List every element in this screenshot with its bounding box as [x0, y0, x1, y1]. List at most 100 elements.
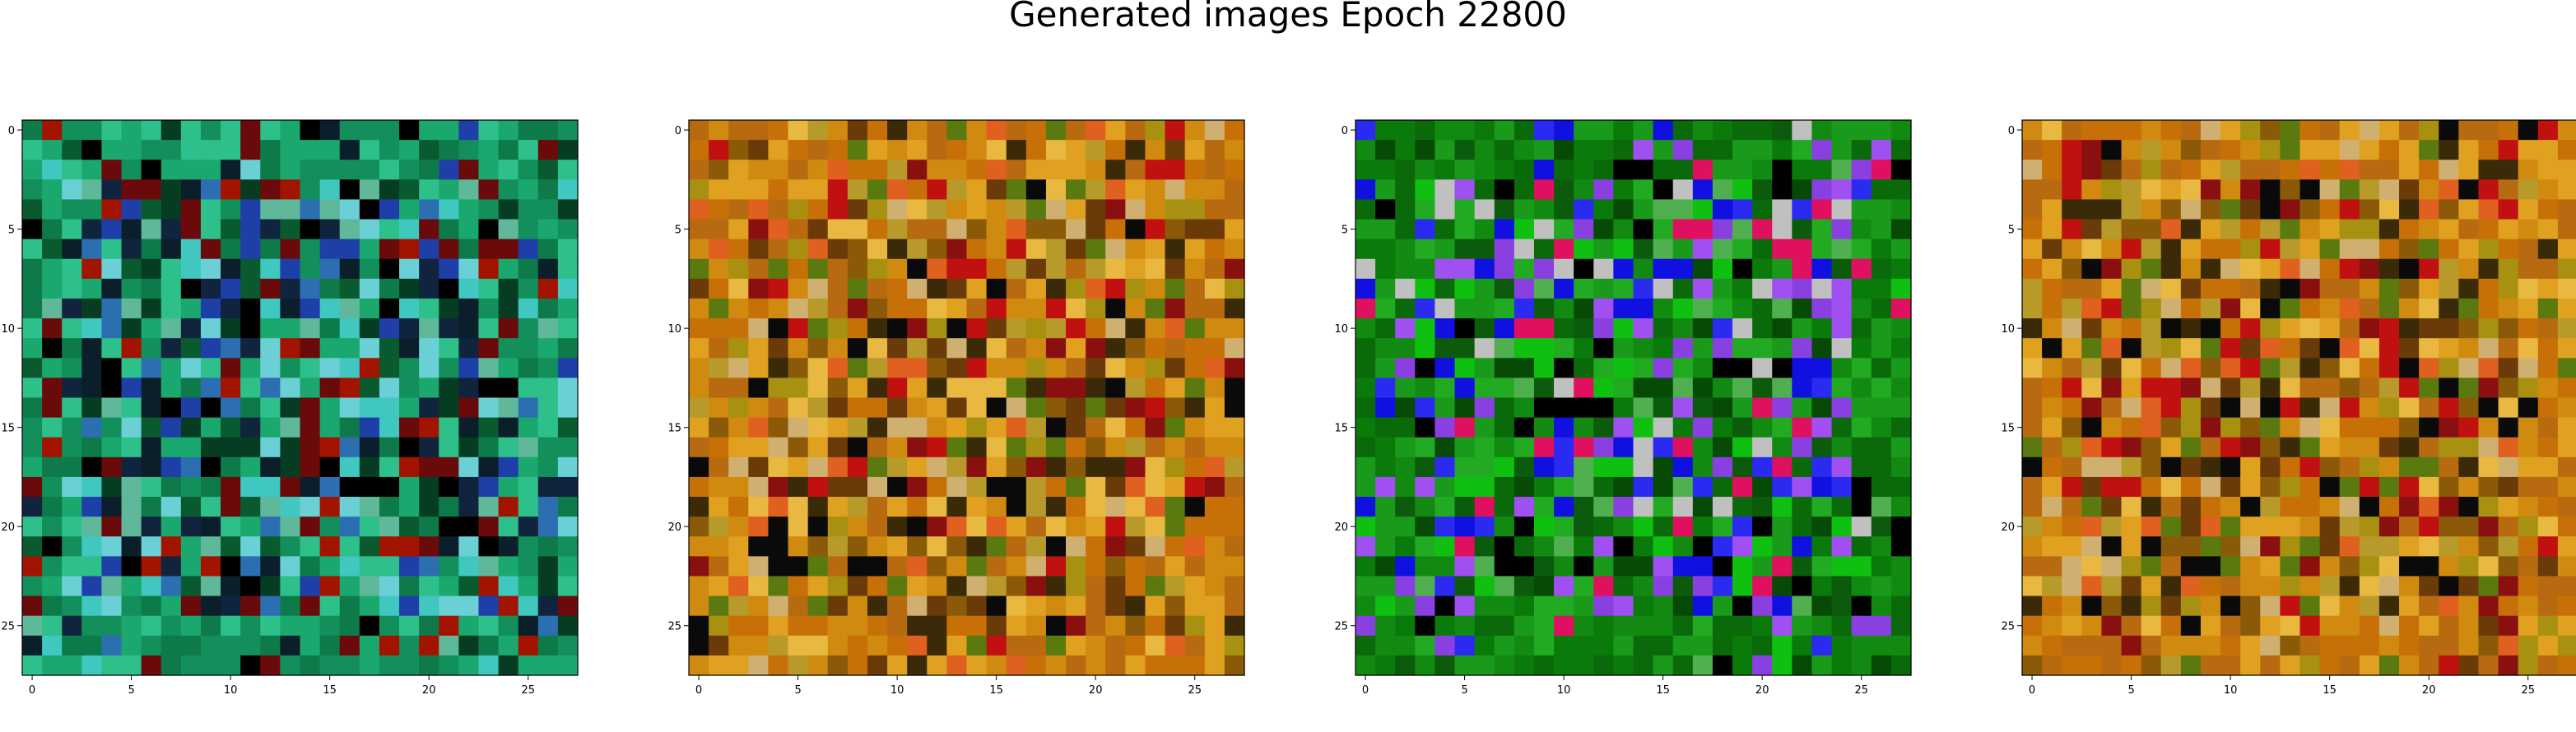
- pixel: [728, 239, 749, 260]
- pixel: [1086, 318, 1106, 339]
- pixel: [1494, 378, 1515, 399]
- pixel: [1105, 417, 1126, 438]
- pixel: [101, 517, 123, 537]
- pixel: [1712, 298, 1733, 319]
- pixel: [1613, 179, 1634, 201]
- pixel: [1045, 338, 1067, 359]
- pixel: [1454, 140, 1476, 160]
- pixel: [557, 497, 579, 517]
- pixel: [1415, 338, 1436, 359]
- pixel: [2141, 476, 2162, 498]
- pixel: [1494, 476, 1515, 498]
- pixel: [62, 179, 82, 201]
- pixel: [419, 437, 439, 458]
- pixel: [1831, 437, 1853, 458]
- pixel: [927, 219, 947, 240]
- pixel: [121, 160, 142, 180]
- pixel: [399, 655, 420, 676]
- pixel: [221, 219, 241, 240]
- pixel: [2240, 219, 2261, 240]
- pixel: [2299, 318, 2321, 339]
- pixel: [200, 278, 221, 299]
- x-tick-label: 20: [1755, 684, 1769, 697]
- pixel: [1045, 615, 1067, 637]
- pixel: [2101, 576, 2123, 597]
- pixel: [946, 615, 968, 637]
- pixel: [689, 437, 709, 458]
- pixel: [1633, 358, 1654, 378]
- pixel: [141, 120, 162, 141]
- pixel: [498, 517, 519, 537]
- pixel: [22, 497, 43, 517]
- pixel: [1204, 417, 1225, 438]
- pixel: [478, 476, 500, 498]
- pixel: [2121, 199, 2142, 220]
- pixel: [1851, 278, 1872, 299]
- pixel: [557, 378, 579, 399]
- pixel: [1574, 120, 1594, 141]
- pixel: [2121, 120, 2142, 141]
- pixel: [1871, 160, 1892, 180]
- pixel: [847, 239, 868, 260]
- pixel: [22, 278, 43, 299]
- pixel: [1066, 219, 1086, 240]
- pixel: [2518, 576, 2539, 597]
- pixel: [2101, 160, 2123, 180]
- pixel: [966, 199, 988, 220]
- pixel: [1165, 536, 1186, 557]
- pixel: [1204, 497, 1225, 517]
- pixel: [359, 476, 380, 498]
- pixel: [2419, 120, 2439, 141]
- pixel: [2498, 199, 2519, 220]
- pixel: [557, 417, 579, 438]
- pixel: [1554, 417, 1574, 438]
- pixel: [1184, 179, 1206, 201]
- pixel: [121, 338, 142, 359]
- pixel: [1125, 318, 1146, 339]
- pixel: [887, 655, 908, 676]
- pixel: [2220, 179, 2241, 201]
- pixel: [847, 655, 868, 676]
- pixel: [280, 556, 301, 577]
- pixel: [2359, 140, 2380, 160]
- pixel: [768, 655, 789, 676]
- pixel: [141, 179, 162, 201]
- pixel: [2518, 199, 2539, 220]
- pixel: [1811, 615, 1833, 637]
- pixel: [1692, 278, 1713, 299]
- pixel: [1375, 497, 1396, 517]
- pixel: [2220, 635, 2241, 656]
- pixel: [2022, 338, 2043, 359]
- pixel: [2101, 358, 2123, 378]
- pixel: [62, 635, 82, 656]
- pixel: [319, 476, 341, 498]
- pixel: [42, 258, 63, 280]
- pixel: [1125, 179, 1146, 201]
- pixel: [1533, 179, 1555, 201]
- pixel: [180, 397, 202, 419]
- pixel: [1831, 358, 1853, 378]
- pixel: [2022, 258, 2043, 280]
- pixel: [399, 140, 420, 160]
- pixel: [2359, 536, 2380, 557]
- pixel: [1653, 120, 1674, 141]
- pixel: [1593, 517, 1614, 537]
- pixel: [2042, 655, 2062, 676]
- pixel: [1752, 160, 1773, 180]
- pixel: [22, 655, 43, 676]
- pixel: [1415, 576, 1436, 597]
- pixel: [907, 338, 928, 359]
- pixel: [200, 140, 221, 160]
- pixel: [1395, 476, 1416, 498]
- pixel: [339, 417, 360, 438]
- pixel: [2359, 456, 2380, 478]
- pixel: [1395, 258, 1416, 280]
- pixel: [1494, 497, 1515, 517]
- pixel: [1415, 298, 1436, 319]
- pixel: [2101, 179, 2123, 201]
- y-tick-label: 25: [1, 621, 15, 633]
- pixel: [339, 338, 360, 359]
- pixel: [807, 160, 829, 180]
- pixel: [300, 456, 321, 478]
- pixel: [1105, 655, 1126, 676]
